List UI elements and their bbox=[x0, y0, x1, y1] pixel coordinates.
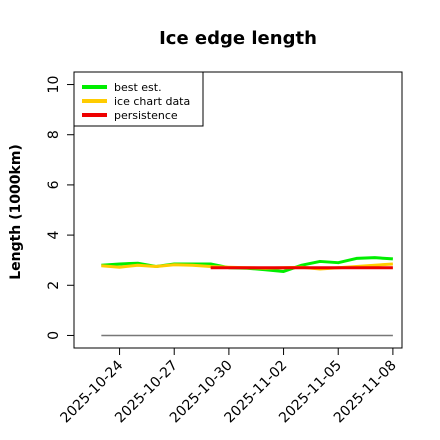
y-tick-label: 8 bbox=[46, 130, 62, 139]
legend-label: persistence bbox=[114, 109, 178, 122]
y-tick-label: 0 bbox=[46, 331, 62, 340]
y-axis-label: Length (1000km) bbox=[8, 144, 24, 280]
y-tick-label: 10 bbox=[46, 76, 62, 94]
legend-label: ice chart data bbox=[114, 95, 190, 108]
plot-frame bbox=[73, 71, 403, 349]
x-axis: 2025-10-242025-10-272025-10-302025-11-02… bbox=[58, 348, 400, 426]
legend-label: best est. bbox=[114, 81, 162, 94]
y-tick-label: 6 bbox=[46, 180, 62, 189]
series-lines bbox=[101, 256, 393, 273]
y-axis: 0 2 4 6 8 10 bbox=[46, 76, 74, 340]
chart-title: Ice edge length bbox=[159, 28, 317, 49]
y-tick-label: 2 bbox=[46, 281, 62, 290]
y-tick-label: 4 bbox=[46, 231, 62, 240]
